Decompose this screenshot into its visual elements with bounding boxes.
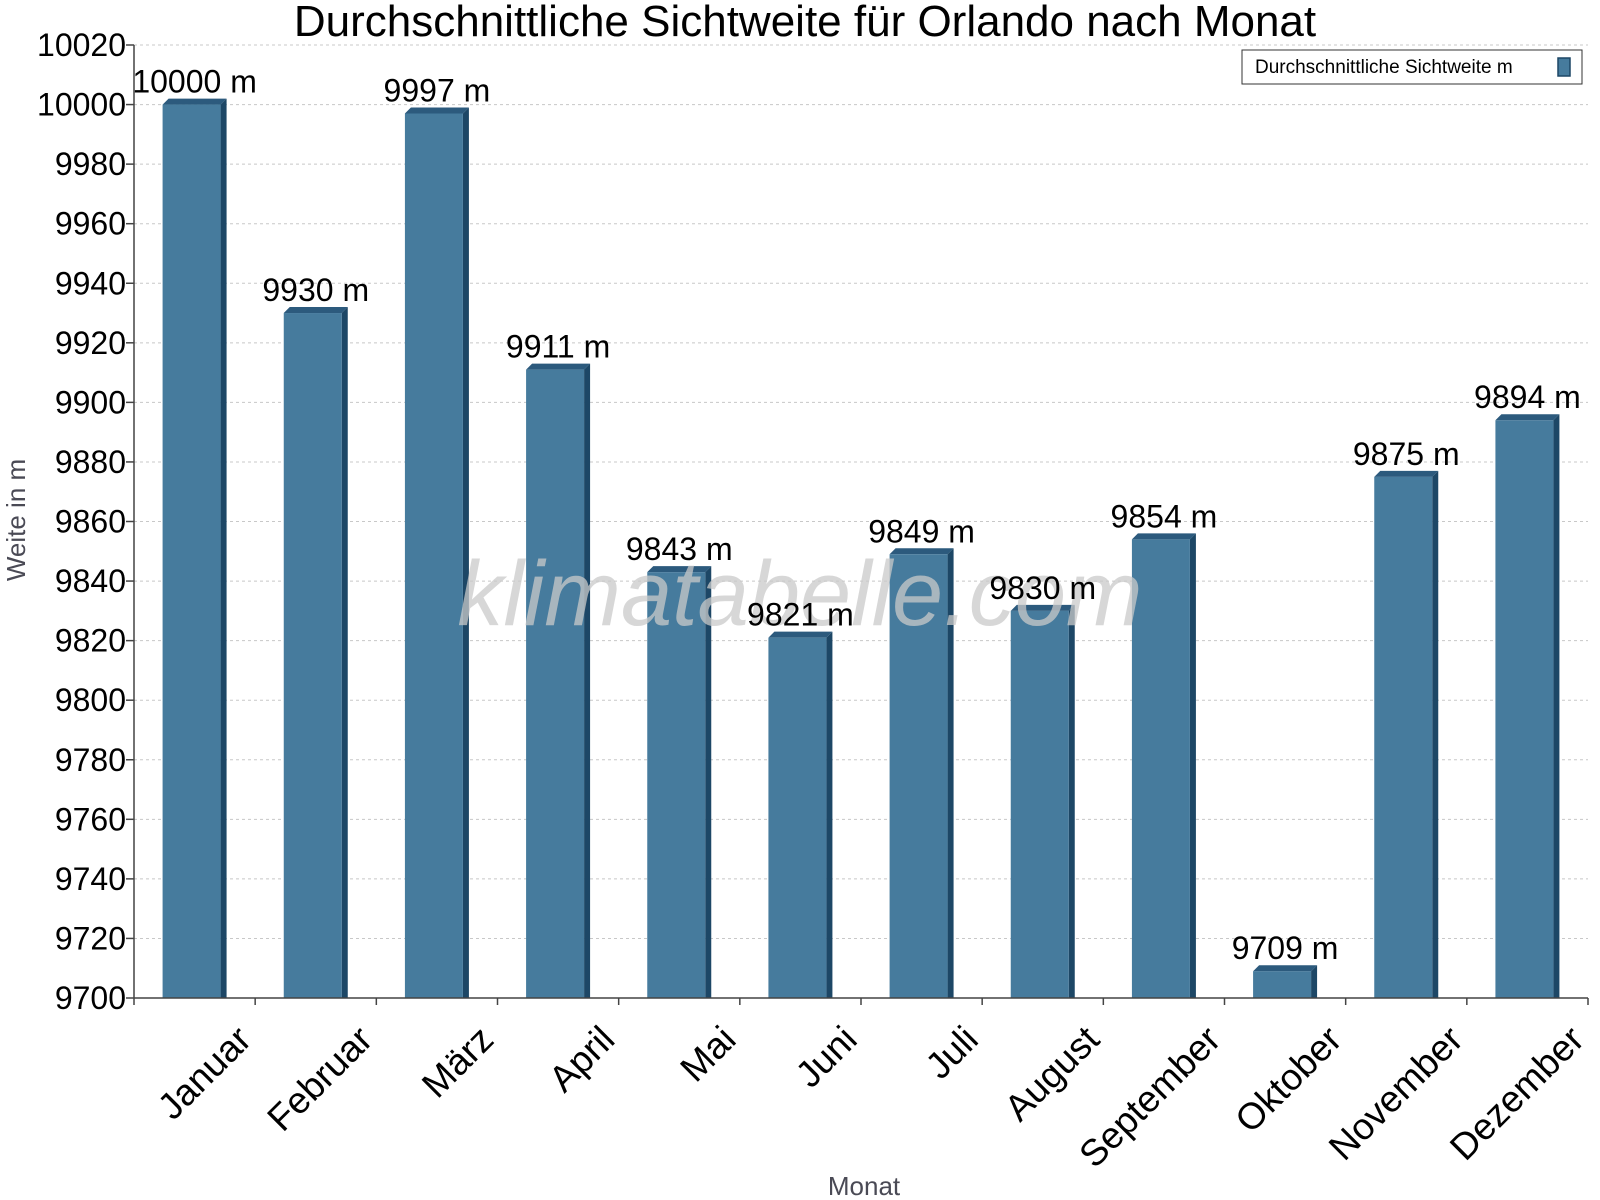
data-label: 9911 m [506,329,610,365]
bar-april [526,363,591,999]
bar-front [1131,539,1190,998]
bar-top [1131,533,1196,540]
bar-juli [889,548,954,998]
bar-september [1131,533,1196,998]
bar-top [404,107,469,114]
data-label: 9854 m [1111,498,1218,534]
bar-juni [768,631,833,998]
bar-februar [283,307,348,998]
bar-front [647,572,706,998]
bar-side [584,363,591,999]
bar-november [1374,470,1439,998]
y-tick-label: 9800 [55,682,126,718]
data-label: 10000 m [132,64,257,100]
bar-oktober [1253,965,1318,998]
bar-mai [647,566,712,998]
bar-top [1495,414,1560,421]
bar-front [1253,971,1312,998]
bar-front [283,313,342,998]
bar-top [647,566,712,573]
bar-top [283,307,348,314]
y-tick-label: 9900 [55,384,126,420]
bar-side [1432,470,1439,998]
bar-front [1495,420,1554,998]
y-axis-title: Weite in m [1,459,31,581]
bar-side [1068,604,1075,998]
y-tick-label: 10000 [37,87,126,123]
y-tick-label: 9820 [55,623,126,659]
bar-top [768,631,833,638]
y-tick-label: 9880 [55,444,126,480]
bar-side [220,98,227,998]
y-tick-label: 9720 [55,920,126,956]
y-tick-label: 9700 [55,980,126,1016]
legend-swatch [1557,57,1571,77]
bar-top [1253,965,1318,972]
legend-box [1241,49,1583,85]
bar-side [826,631,833,998]
bar-august [1010,604,1075,998]
data-label: 9930 m [262,272,369,308]
x-axis-title: Monat [828,1171,901,1200]
bar-front [768,637,827,998]
bar-front [526,369,585,999]
bar-front [1374,476,1433,998]
bar-top [162,98,227,105]
bar-top [1010,604,1075,611]
bar-side [1311,965,1318,998]
bar-dezember [1495,414,1560,998]
y-tick-label: 9920 [55,325,126,361]
bar-märz [404,107,469,998]
bars-layer [162,98,1560,999]
y-axis-ticks: 9700 9720 9740 9760 9780 9800 9820 9840 9860 9880… [37,27,134,1016]
bar-januar [162,98,227,998]
bar-side [341,307,348,998]
grid-layer [134,44,1588,939]
watermark: klimatabelle.com [457,543,1142,645]
y-tick-label: 9840 [55,563,126,599]
bar-front [889,554,948,998]
y-tick-label: 9960 [55,206,126,242]
bar-side [1189,533,1196,998]
y-tick-label: 9780 [55,742,126,778]
data-label: 9830 m [989,570,1096,606]
y-tick-label: 9740 [55,861,126,897]
data-label: 9894 m [1474,379,1581,415]
bar-side [462,107,469,998]
bar-front [162,104,221,998]
legend-label: Durchschnittliche Sichtweite m [1255,57,1513,78]
data-label: 9821 m [747,597,854,633]
data-label: 9997 m [384,72,491,108]
bar-top [889,548,954,555]
bar-top [526,363,591,370]
bar-side [705,566,712,998]
chart-title: Durchschnittliche Sichtweite für Orlando… [294,0,1316,46]
bar-front [1010,610,1069,998]
data-label: 9849 m [868,513,975,549]
bar-top [1374,470,1439,477]
data-label: 9843 m [626,531,733,567]
y-tick-label: 9760 [55,801,126,837]
y-tick-label: 10020 [37,27,126,63]
bar-front [404,113,463,998]
data-labels-layer: 10000 m 9930 m 9997 m 9911 m 9843 m 9821 m 984… [132,64,1580,967]
y-tick-label: 9980 [55,146,126,182]
y-tick-label: 9860 [55,504,126,540]
data-label: 9875 m [1353,436,1460,472]
legend: Durchschnittliche Sichtweite m [1241,49,1583,85]
bar-side [947,548,954,998]
bar-side [1553,414,1560,998]
data-label: 9709 m [1232,930,1339,966]
y-tick-label: 9940 [55,265,126,301]
